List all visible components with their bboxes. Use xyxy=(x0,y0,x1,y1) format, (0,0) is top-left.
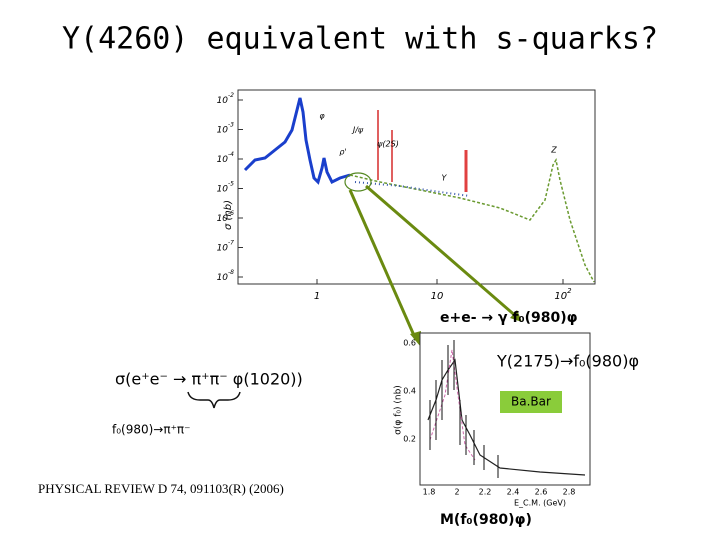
tick-label: 10-5 xyxy=(217,180,235,194)
inset-x-tick: 2.2 xyxy=(479,488,492,497)
inset-fit xyxy=(427,358,586,476)
tick-label: 10-3 xyxy=(217,121,235,135)
tick-exponent: 2 xyxy=(567,287,572,295)
tick-exponent: -6 xyxy=(228,210,234,217)
tick-label: 10-4 xyxy=(217,151,235,165)
arrow-head xyxy=(410,331,421,346)
tick-base: 10 xyxy=(217,155,229,165)
tick-label: 10-8 xyxy=(217,269,235,283)
model-curve xyxy=(349,157,595,283)
tick-exponent: -5 xyxy=(228,180,234,187)
peak-label: φ xyxy=(319,112,325,121)
brace xyxy=(187,391,241,409)
inset-x-label: E_C.M. (GeV) xyxy=(514,499,566,508)
inset-points xyxy=(429,340,499,478)
reaction-label: e+e- → γ f₀(980)φ xyxy=(440,310,578,326)
peak-label: Υ xyxy=(442,174,448,183)
inset-y-tick: 0.2 xyxy=(403,435,416,444)
tick-label: 10-7 xyxy=(217,239,235,253)
inset-x-tick: 2.8 xyxy=(563,488,576,497)
inset-x-tick: 2 xyxy=(454,488,459,497)
tick-base: 10 xyxy=(217,273,229,283)
inset-x-tick: 2.6 xyxy=(535,488,548,497)
tick-base: 10 xyxy=(217,243,229,253)
mass-label: M(f₀(980)φ) xyxy=(440,512,532,528)
peak-label: ρ' xyxy=(339,148,346,157)
highlight-circle xyxy=(344,172,372,192)
reference: PHYSICAL REVIEW D 74, 091103(R) (2006) xyxy=(38,481,284,496)
tick-base: 10 xyxy=(217,96,229,106)
peak-label: ψ(2S) xyxy=(377,140,399,149)
experiment-badge xyxy=(500,391,562,413)
tick-base: 10 xyxy=(431,291,444,302)
inset-x-tick: 2.4 xyxy=(507,488,520,497)
tick-label: 10-2 xyxy=(217,92,235,106)
tick-exponent: -8 xyxy=(228,269,234,276)
tick-exponent: -4 xyxy=(228,151,234,158)
tick-label: 10 xyxy=(431,291,444,302)
mid-energy-data xyxy=(354,181,471,197)
tick-base: 10 xyxy=(554,291,567,302)
tick-label: 1 xyxy=(314,291,320,302)
title: Y(4260) equivalent with s-quarks? xyxy=(62,22,658,57)
low-energy-data xyxy=(243,97,351,185)
arrow xyxy=(365,184,519,320)
peak-label: Z xyxy=(550,146,557,155)
tick-label: 10-6 xyxy=(217,210,235,224)
inset-x-tick: 1.8 xyxy=(423,488,436,497)
inset-resonance xyxy=(429,349,476,461)
inset-y-label: σ(φ f₀) (nb) xyxy=(394,385,404,435)
tick-base: 10 xyxy=(217,125,229,135)
experiment-label: Ba.Bar xyxy=(511,395,551,409)
arrow-head xyxy=(510,310,522,322)
tick-base: 1 xyxy=(314,291,320,302)
tick-exponent: -3 xyxy=(228,121,234,128)
arrow xyxy=(348,189,418,341)
inset-y-tick: 0.6 xyxy=(403,339,416,348)
y-axis-label: σ (nb) xyxy=(223,200,234,230)
zoom-arrows xyxy=(348,184,522,346)
resonance-label: Y(2175)→f₀(980)φ xyxy=(496,352,639,371)
cross-section-label: σ(e⁺e⁻ → π⁺π⁻ φ(1020)) xyxy=(115,370,303,389)
plot-frame xyxy=(237,89,596,285)
tick-exponent: -2 xyxy=(228,92,234,99)
inset-y-tick: 0.4 xyxy=(403,387,416,396)
main-plot: σ (nb) xyxy=(223,89,596,285)
tick-base: 10 xyxy=(217,214,229,224)
tick-label: 102 xyxy=(554,287,572,302)
peak-label: J/ψ xyxy=(351,126,364,135)
decay-label: f₀(980)→π⁺π⁻ xyxy=(112,423,190,437)
tick-base: 10 xyxy=(217,184,229,194)
tick-exponent: -7 xyxy=(228,239,234,246)
